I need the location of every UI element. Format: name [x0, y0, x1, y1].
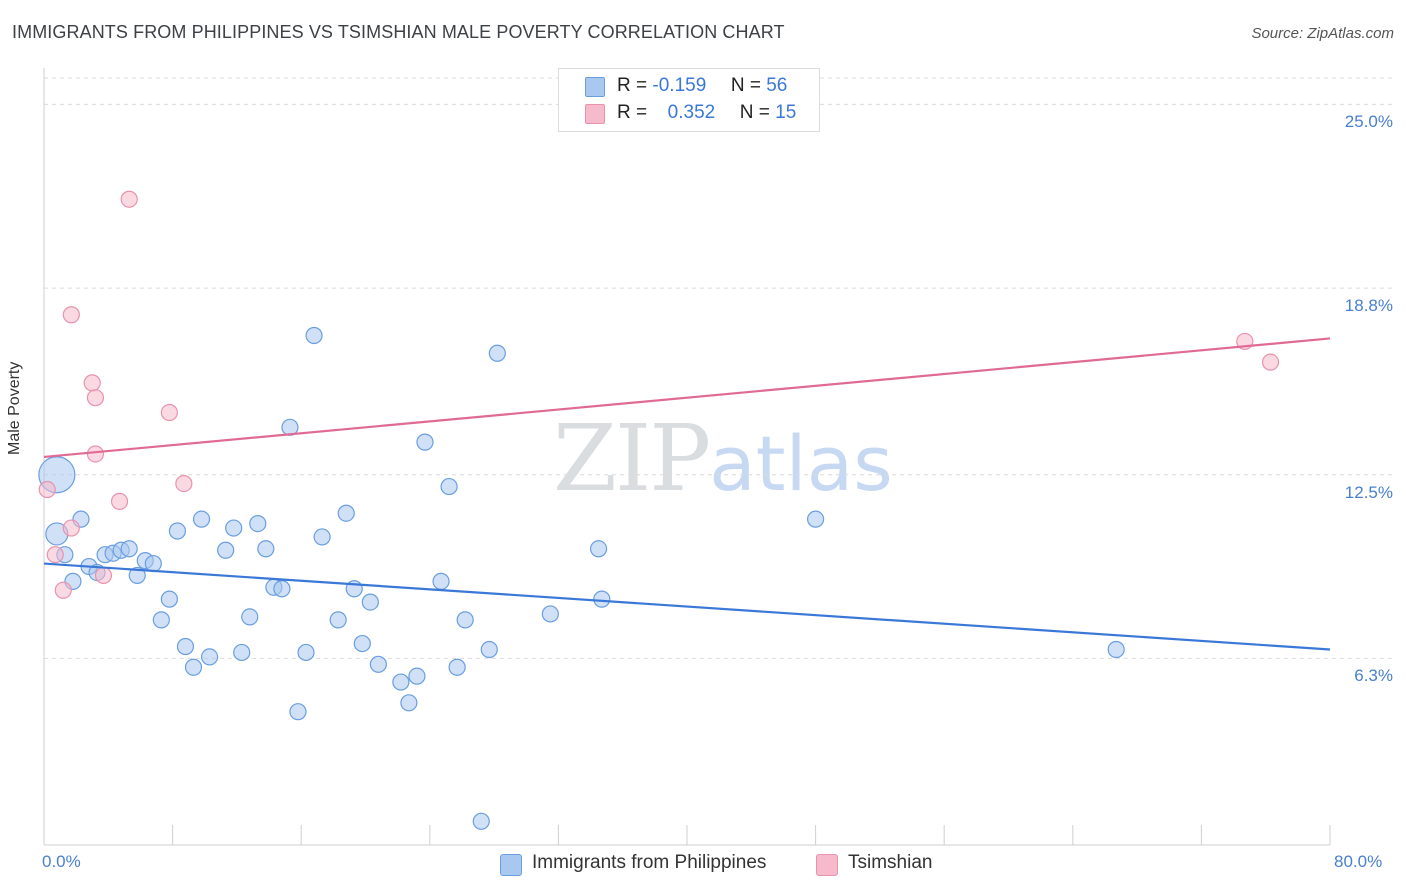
- point-philippines-49: [480, 640, 498, 659]
- point-tsimshian-3: [62, 519, 80, 537]
- n-label: N =: [730, 75, 761, 96]
- point-philippines-32: [305, 326, 323, 345]
- point-philippines-22: [225, 519, 243, 537]
- point-tsimshian-0: [38, 480, 56, 499]
- point-philippines-45: [440, 477, 458, 496]
- point-philippines-42: [408, 667, 426, 685]
- point-philippines-13: [144, 554, 162, 573]
- point-philippines-37: [353, 634, 371, 653]
- point-philippines-33: [313, 528, 331, 546]
- point-philippines-21: [217, 541, 235, 559]
- point-philippines-17: [176, 637, 195, 656]
- grid-lines: [44, 77, 1395, 659]
- r-label: R =: [617, 102, 648, 123]
- watermark-zip: ZIP: [553, 405, 711, 512]
- point-philippines-25: [249, 514, 267, 533]
- r-value: 0.352: [667, 102, 716, 123]
- point-philippines-50: [488, 344, 506, 362]
- correlation-legend: R = -0.159 N = 56 R = 0.352 N = 15: [558, 68, 820, 132]
- y-tick-label-2: 18.8%: [1344, 296, 1393, 316]
- point-philippines-35: [337, 504, 355, 522]
- watermark: ZIPatlas: [553, 405, 893, 512]
- legend-swatch-tsimshian: [585, 104, 605, 124]
- point-philippines-52: [589, 540, 608, 558]
- point-philippines-26: [257, 540, 275, 558]
- point-philippines-23: [233, 643, 251, 662]
- y-tick-label-3: 25.0%: [1344, 112, 1393, 132]
- point-philippines-10: [120, 540, 138, 558]
- point-tsimshian-11: [160, 403, 178, 422]
- point-tsimshian-1: [46, 546, 64, 564]
- point-philippines-15: [160, 590, 178, 608]
- point-philippines-48: [472, 812, 490, 830]
- point-philippines-28: [273, 580, 291, 598]
- point-tsimshian-9: [110, 492, 129, 510]
- n-value: 56: [766, 75, 788, 96]
- legend-row-philippines: R = -0.159 N = 56: [617, 75, 787, 101]
- legend-row-tsimshian: R = 0.352 N = 15: [617, 102, 796, 128]
- point-philippines-31: [297, 643, 315, 662]
- point-philippines-11: [128, 566, 146, 585]
- trend-line-philippines: [43, 562, 1331, 651]
- point-tsimshian-7: [86, 389, 105, 407]
- data-points: [38, 190, 1280, 830]
- n-value: 15: [775, 102, 797, 123]
- trend-lines: [43, 337, 1331, 651]
- n-label: N =: [739, 102, 770, 123]
- point-philippines-46: [448, 658, 466, 676]
- y-tick-label-1: 12.5%: [1344, 482, 1393, 502]
- point-philippines-34: [329, 611, 347, 629]
- point-philippines-44: [432, 572, 450, 590]
- axes: [43, 68, 1331, 846]
- point-philippines-20: [200, 648, 219, 666]
- point-philippines-38: [361, 593, 379, 611]
- r-label: R =: [617, 75, 648, 96]
- legend-bottom-tsimshian: Tsimshian: [848, 852, 933, 873]
- source-label: Source: ZipAtlas.com: [1251, 25, 1394, 42]
- point-philippines-16: [168, 522, 187, 540]
- point-philippines-55: [1107, 640, 1125, 659]
- point-philippines-30: [289, 703, 307, 721]
- point-philippines-47: [456, 611, 474, 629]
- y-axis-label: Male Poverty: [6, 361, 23, 455]
- legend-bottom-swatch-tsimshian: [816, 854, 838, 876]
- point-philippines-39: [369, 655, 387, 673]
- point-philippines-40: [392, 673, 410, 691]
- chart-title: IMMIGRANTS FROM PHILIPPINES VS TSIMSHIAN…: [12, 22, 785, 42]
- point-tsimshian-14: [1261, 353, 1280, 371]
- legend-bottom-philippines: Immigrants from Philippines: [532, 852, 767, 873]
- point-tsimshian-5: [86, 445, 105, 463]
- point-philippines-24: [241, 608, 259, 626]
- point-philippines-14: [152, 611, 170, 629]
- point-philippines-19: [192, 510, 211, 528]
- point-tsimshian-2: [54, 581, 72, 599]
- watermark-atlas: atlas: [709, 419, 893, 508]
- legend-swatch-philippines: [585, 77, 605, 97]
- point-philippines-53: [593, 590, 611, 608]
- y-tick-label-0: 6.3%: [1354, 666, 1393, 686]
- point-tsimshian-12: [175, 475, 193, 493]
- legend-bottom-swatch-philippines: [500, 854, 522, 876]
- point-philippines-54: [806, 510, 825, 528]
- trend-line-tsimshian: [43, 337, 1331, 459]
- x-tick-min: 0.0%: [42, 852, 81, 871]
- point-philippines-51: [541, 605, 559, 623]
- point-tsimshian-8: [94, 566, 113, 585]
- x-tick-max: 80.0%: [1334, 852, 1383, 871]
- point-philippines-43: [416, 433, 434, 451]
- point-tsimshian-4: [62, 306, 80, 324]
- r-value: -0.159: [652, 75, 707, 96]
- point-philippines-41: [400, 694, 418, 712]
- point-philippines-18: [184, 658, 203, 676]
- point-tsimshian-6: [83, 374, 101, 392]
- point-tsimshian-10: [120, 190, 138, 208]
